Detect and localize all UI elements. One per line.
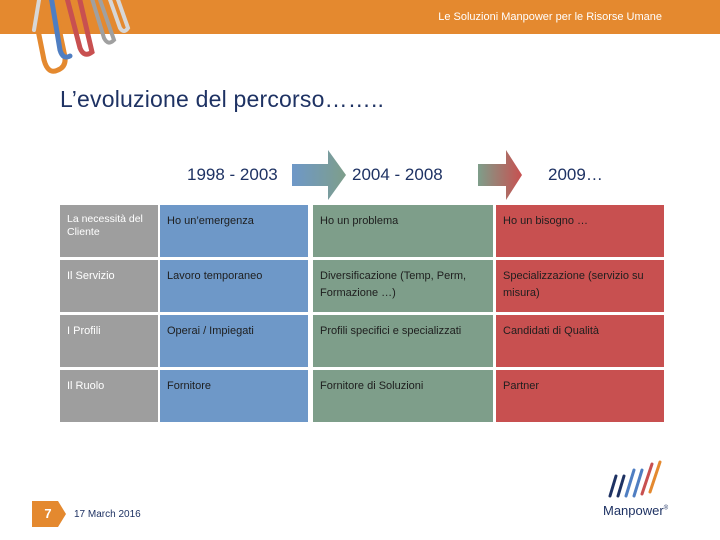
page-badge-icon — [32, 501, 66, 527]
table-cell: Fornitore — [160, 370, 308, 422]
row-label: Il Ruolo — [60, 370, 158, 422]
slide-title: L’evoluzione del percorso…….. — [60, 86, 385, 112]
period-3-label: 2009… — [548, 165, 603, 184]
page-number: 7 — [44, 506, 52, 521]
table-cell: Ho un bisogno … — [496, 205, 664, 257]
table-cell: Ho un’emergenza — [160, 205, 308, 257]
registered-mark: ® — [663, 505, 669, 512]
table-cell: Candidati di Qualità — [496, 315, 664, 367]
row-label: Il Servizio — [60, 260, 158, 312]
logo-wordmark: Manpower — [603, 503, 664, 518]
table-cell: Profili specifici e specializzati — [313, 315, 493, 367]
table-cell: Specializzazione (servizio su misura) — [496, 260, 664, 312]
table-cell: Fornitore di Soluzioni — [313, 370, 493, 422]
table-cell: Diversificazione (Temp, Perm, Formazione… — [313, 260, 493, 312]
manpower-logo-icon — [608, 460, 662, 498]
row-label: La necessità del Cliente — [60, 205, 158, 257]
slide-date: 17 March 2016 — [74, 509, 141, 520]
arrow-right-icon — [292, 150, 346, 200]
period-2-label: 2004 - 2008 — [352, 165, 443, 184]
table-cell: Partner — [496, 370, 664, 422]
table-cell: Operai / Impiegati — [160, 315, 308, 367]
arrow-right-icon — [478, 150, 522, 200]
header-title: Le Soluzioni Manpower per le Risorse Uma… — [438, 11, 662, 23]
paperclip-decoration — [29, 0, 131, 74]
row-label: I Profili — [60, 315, 158, 367]
table-cell: Lavoro temporaneo — [160, 260, 308, 312]
table-cell: Ho un problema — [313, 205, 493, 257]
manpower-logo-text: Manpower® — [603, 503, 668, 518]
period-1-label: 1998 - 2003 — [187, 165, 278, 184]
